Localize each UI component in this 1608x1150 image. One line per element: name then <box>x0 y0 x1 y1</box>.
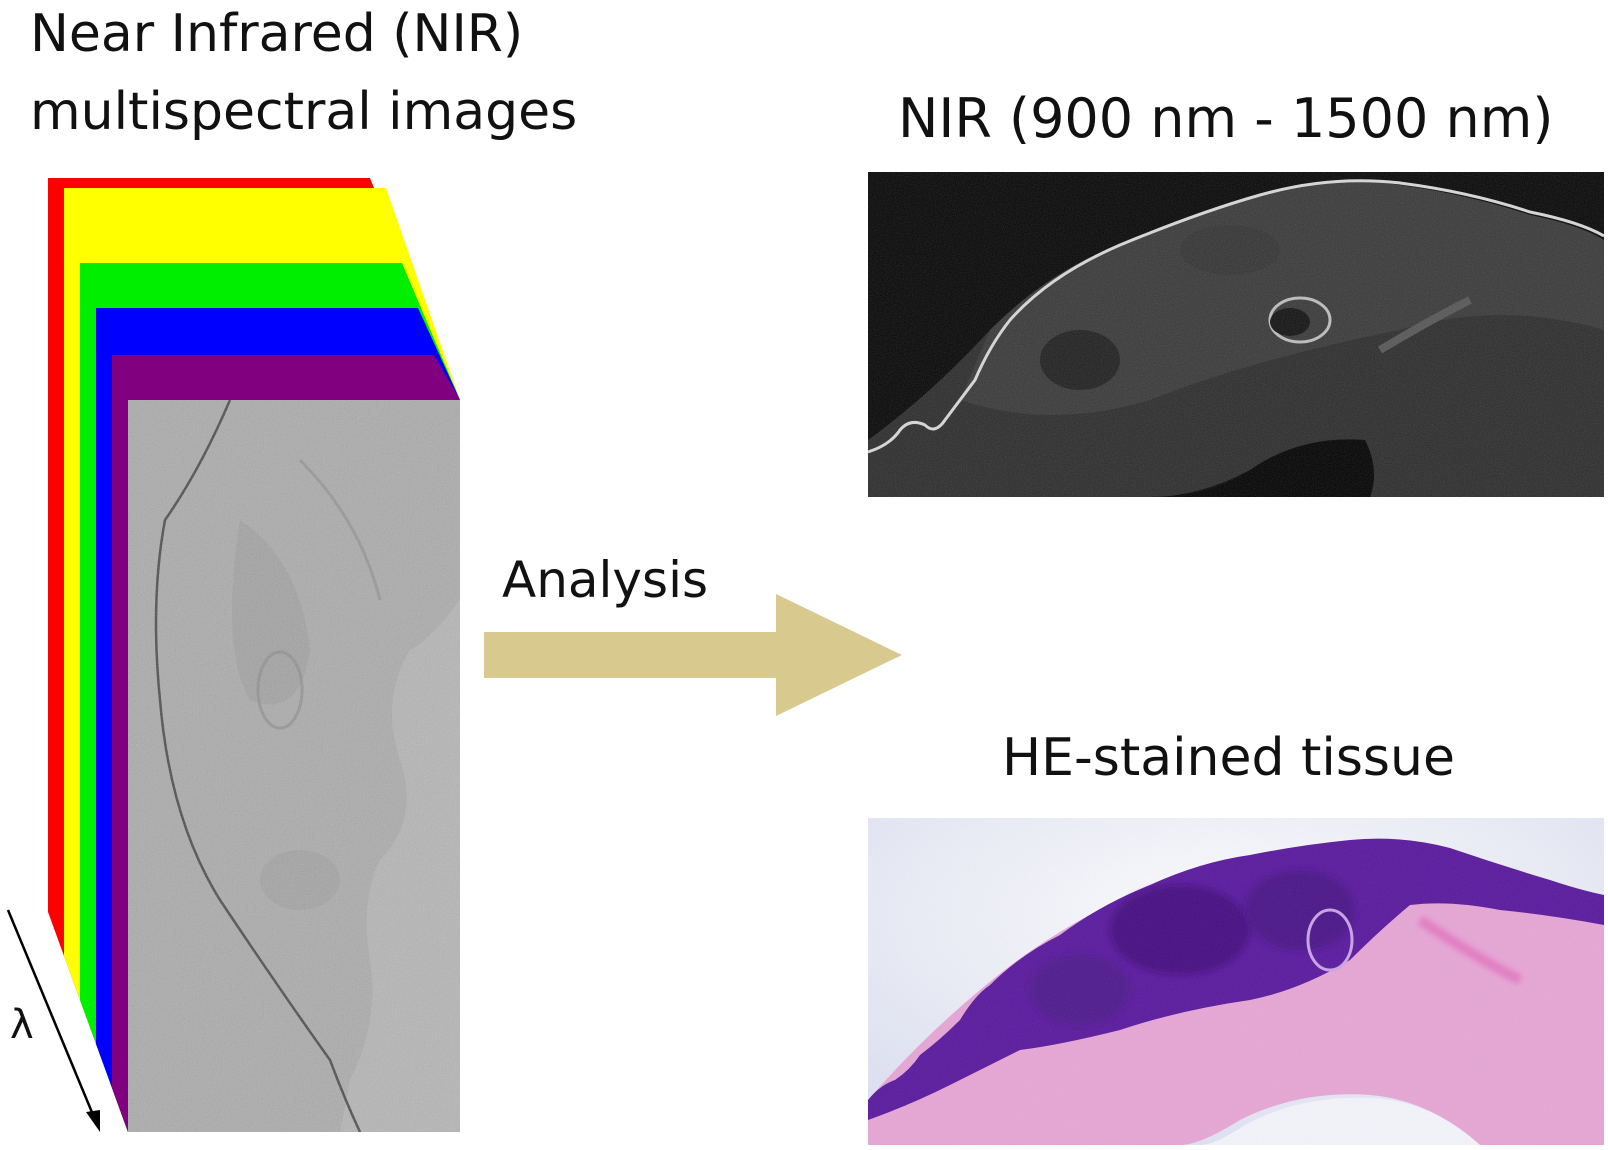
he-panel-title: HE-stained tissue <box>1002 728 1455 788</box>
multispectral-stack <box>48 178 460 1132</box>
nir-image <box>868 172 1604 497</box>
stack-title-line1: Near Infrared (NIR) <box>30 4 524 64</box>
nir-panel-title: NIR (900 nm - 1500 nm) <box>898 87 1554 150</box>
wavelength-symbol: λ <box>10 1002 34 1048</box>
analysis-arrow <box>484 594 902 716</box>
stack-title-line2: multispectral images <box>30 82 578 142</box>
analysis-label: Analysis <box>502 551 709 609</box>
he-stained-image <box>868 818 1604 1145</box>
stack-front-tissue-image <box>128 400 460 1132</box>
wavelength-arrow <box>6 909 100 1132</box>
